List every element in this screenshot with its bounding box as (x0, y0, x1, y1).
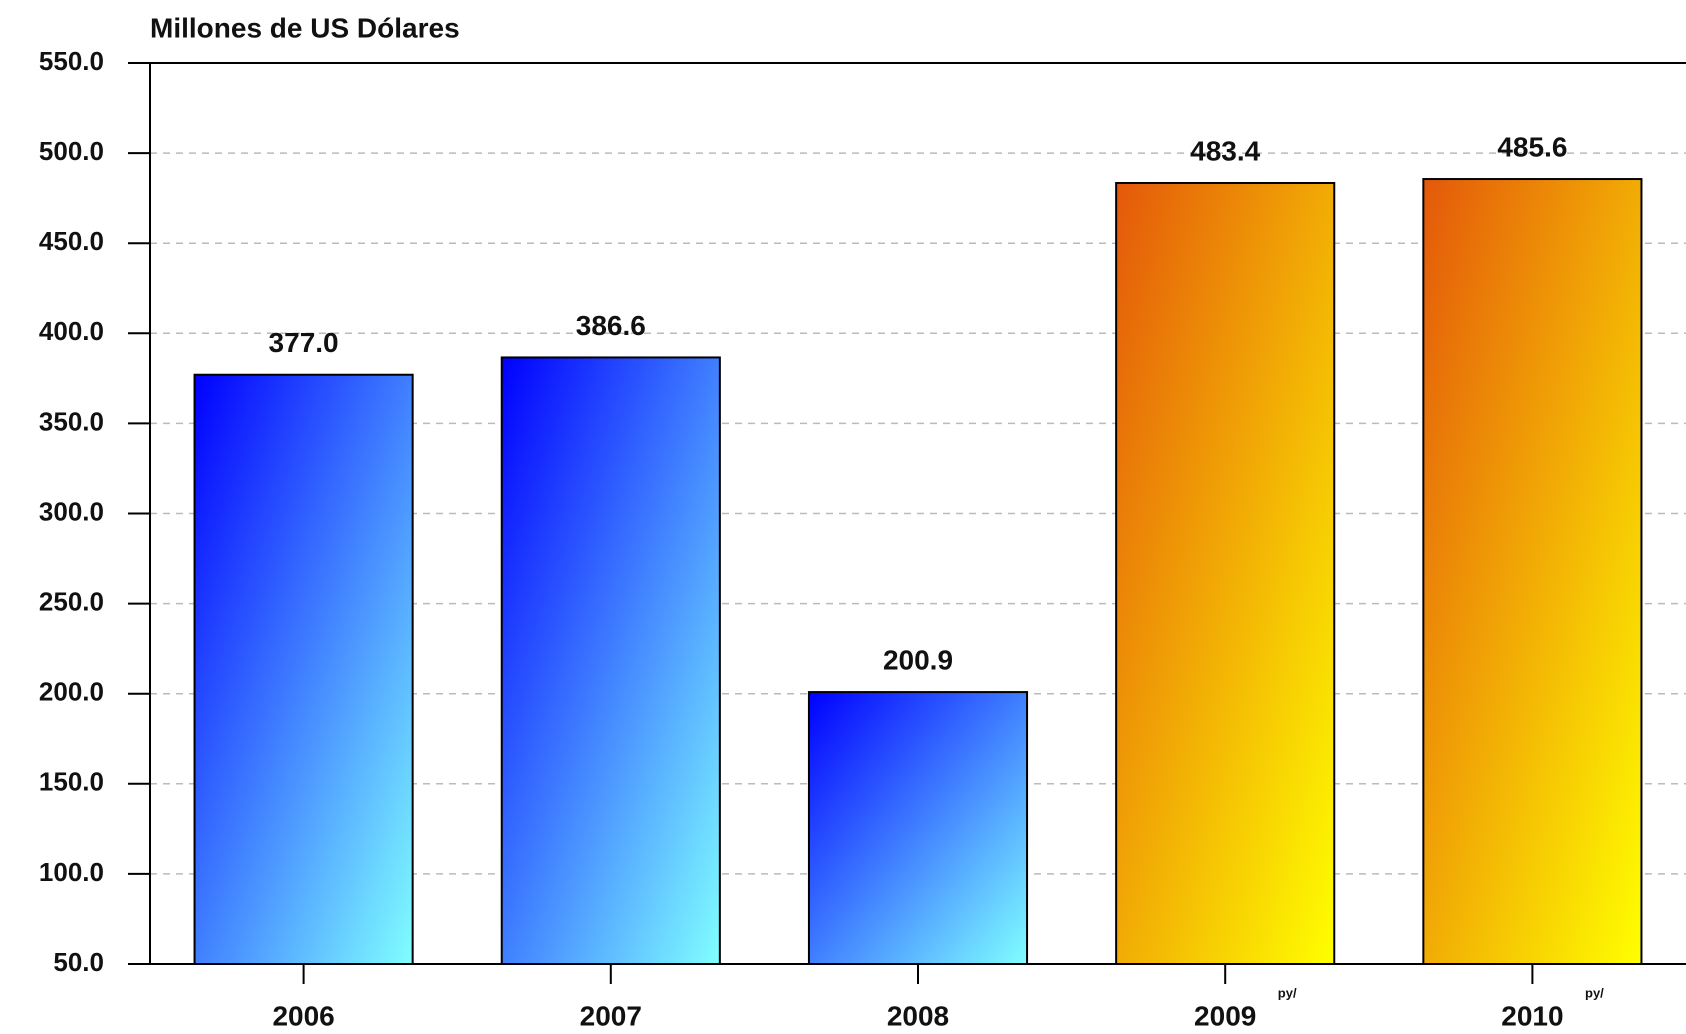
x-tick-label: 2007 (580, 1000, 642, 1031)
y-tick-label: 250.0 (39, 586, 104, 616)
value-label: 485.6 (1497, 131, 1567, 162)
y-tick-label: 550.0 (39, 46, 104, 76)
y-tick-label: 100.0 (39, 857, 104, 887)
chart-title: Millones de US Dólares (150, 12, 460, 43)
y-tick-label: 400.0 (39, 316, 104, 346)
y-tick-label: 50.0 (53, 947, 104, 977)
x-tick-label: 2009 (1194, 1000, 1256, 1031)
y-tick-label: 300.0 (39, 496, 104, 526)
x-tick-label: 2006 (272, 1000, 334, 1031)
value-label: 200.9 (883, 644, 953, 675)
bar (807, 691, 1029, 965)
y-tick-label: 350.0 (39, 406, 104, 436)
value-label: 483.4 (1190, 135, 1260, 166)
x-tick-superscript: py/ (1278, 985, 1297, 1000)
y-tick-label: 450.0 (39, 226, 104, 256)
bar (193, 373, 414, 966)
x-tick-superscript: py/ (1585, 985, 1604, 1000)
bar (1115, 182, 1336, 966)
bar (500, 356, 721, 966)
value-label: 386.6 (576, 310, 646, 341)
bar (1422, 178, 1643, 965)
y-tick-label: 200.0 (39, 677, 104, 707)
value-label: 377.0 (269, 327, 339, 358)
x-tick-label: 2008 (887, 1000, 949, 1031)
y-tick-label: 150.0 (39, 767, 104, 797)
y-tick-label: 500.0 (39, 136, 104, 166)
x-tick-label: 2010 (1501, 1000, 1563, 1031)
